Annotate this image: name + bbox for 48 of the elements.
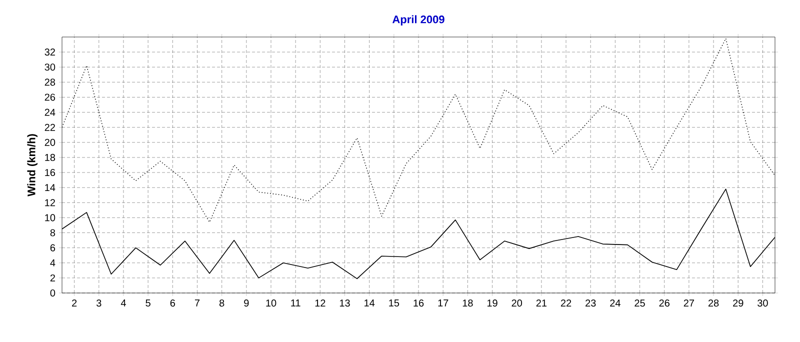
x-tick-label: 5 xyxy=(146,300,150,306)
x-tick-label: 29 xyxy=(733,300,744,307)
y-tick-label: 28 xyxy=(44,78,56,86)
y-tick-label: 20 xyxy=(44,138,56,146)
y-tick-label: 4 xyxy=(50,259,56,266)
y-tick-label: 2 xyxy=(50,274,55,282)
x-tick-label: 22 xyxy=(560,300,572,306)
x-tick-label: 23 xyxy=(586,300,596,307)
x-tick-label: 4 xyxy=(120,300,126,306)
x-tick-label: 10 xyxy=(266,300,276,307)
x-tick-label: 25 xyxy=(634,300,645,307)
y-tick-label: 16 xyxy=(45,168,56,176)
y-tick-label: 14 xyxy=(45,184,56,192)
x-tick-label: 2 xyxy=(72,300,77,306)
x-tick-label: 9 xyxy=(244,300,249,307)
x-tick-label: 19 xyxy=(487,300,498,307)
y-tick-label: 24 xyxy=(44,108,56,116)
x-tick-label: 8 xyxy=(219,300,224,307)
y-tick-label: 32 xyxy=(44,48,55,56)
x-tick-label: 18 xyxy=(462,300,473,307)
x-tick-label: 15 xyxy=(389,300,400,306)
x-tick-label: 7 xyxy=(194,300,200,306)
x-tick-label: 16 xyxy=(414,300,424,307)
y-tick-label: 12 xyxy=(45,199,55,206)
x-tick-label: 3 xyxy=(96,300,102,307)
x-tick-label: 13 xyxy=(340,300,350,307)
x-tick-label: 27 xyxy=(684,300,694,306)
x-tick-label: 11 xyxy=(291,300,300,306)
x-tick-label: 17 xyxy=(438,300,448,306)
x-tick-label: 20 xyxy=(512,300,522,307)
y-tick-label: 8 xyxy=(50,229,56,236)
y-axis-title: Wind (km/h) xyxy=(27,134,38,196)
x-tick-label: 24 xyxy=(610,300,620,306)
y-tick-label: 18 xyxy=(45,154,56,161)
y-tick-label: 22 xyxy=(44,124,55,131)
y-tick-label: 26 xyxy=(44,94,56,101)
x-tick-label: 30 xyxy=(758,300,768,307)
x-tick-label: 14 xyxy=(364,300,375,306)
y-tick-label: 0 xyxy=(50,289,56,297)
x-tick-label: 6 xyxy=(170,300,175,307)
chart-title: April 2009 xyxy=(392,15,444,26)
x-tick-label: 28 xyxy=(708,300,719,307)
x-tick-label: 12 xyxy=(315,300,326,306)
y-tick-label: 10 xyxy=(45,214,56,222)
y-tick-label: 6 xyxy=(50,244,56,252)
y-tick-label: 30 xyxy=(44,64,56,71)
x-tick-label: 21 xyxy=(536,300,547,306)
x-tick-label: 26 xyxy=(659,300,670,307)
